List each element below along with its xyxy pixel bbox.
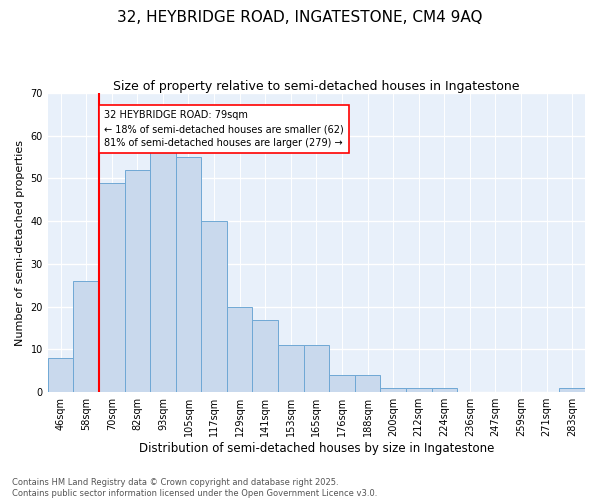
Bar <box>406 388 431 392</box>
Bar <box>99 183 125 392</box>
Bar <box>559 388 585 392</box>
Bar <box>380 388 406 392</box>
Bar <box>73 281 99 392</box>
Text: 32 HEYBRIDGE ROAD: 79sqm
← 18% of semi-detached houses are smaller (62)
81% of s: 32 HEYBRIDGE ROAD: 79sqm ← 18% of semi-d… <box>104 110 344 148</box>
Bar <box>304 345 329 392</box>
Y-axis label: Number of semi-detached properties: Number of semi-detached properties <box>15 140 25 346</box>
Bar <box>48 358 73 392</box>
Bar <box>227 306 253 392</box>
Bar <box>355 375 380 392</box>
Bar <box>201 221 227 392</box>
Title: Size of property relative to semi-detached houses in Ingatestone: Size of property relative to semi-detach… <box>113 80 520 93</box>
Bar <box>253 320 278 392</box>
Bar <box>150 144 176 392</box>
X-axis label: Distribution of semi-detached houses by size in Ingatestone: Distribution of semi-detached houses by … <box>139 442 494 455</box>
Text: Contains HM Land Registry data © Crown copyright and database right 2025.
Contai: Contains HM Land Registry data © Crown c… <box>12 478 377 498</box>
Bar <box>431 388 457 392</box>
Bar <box>278 345 304 392</box>
Text: 32, HEYBRIDGE ROAD, INGATESTONE, CM4 9AQ: 32, HEYBRIDGE ROAD, INGATESTONE, CM4 9AQ <box>117 10 483 25</box>
Bar <box>125 170 150 392</box>
Bar <box>176 157 201 392</box>
Bar <box>329 375 355 392</box>
